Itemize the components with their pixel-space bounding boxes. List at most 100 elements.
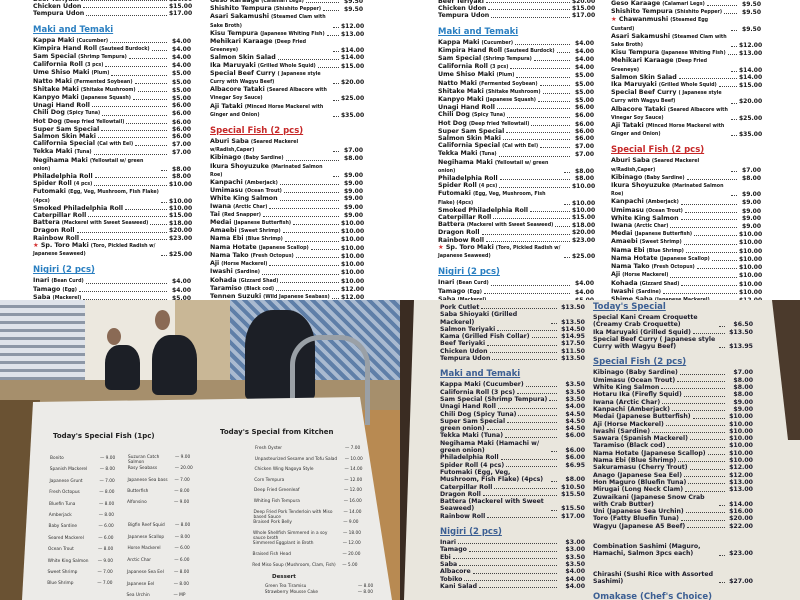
item-name: Corn Tempura: [254, 477, 285, 483]
item-name: Arctic Char: [127, 558, 151, 564]
menu-item: Super Sam Special $6.00: [33, 126, 191, 133]
menu-item: Shishito Tempura (Shishito Pepper) $9.50: [210, 5, 363, 13]
menu-item-description: (Egg, Veg, Mushroom, Fish Flake) (4pcs): [33, 190, 159, 204]
menu-item-text: Kanpyo Maki (Japanese Squash): [438, 96, 536, 104]
menu-item-price: $5.00: [572, 297, 594, 300]
dotted-leader: [493, 218, 570, 220]
menu-item: Sam Special (Shrimp Tempura) $4.00: [33, 53, 191, 61]
menu-item-price: $17.50: [561, 340, 585, 348]
menu-item-text: Sp. Toro Maki(Toro, Pickled Radish w/ Ja…: [438, 244, 562, 260]
menu-item-price: $15.00: [572, 5, 596, 13]
menu-item-name: Umimasu (Ocean Trout): [593, 376, 676, 384]
menu-item-price: $22.00: [729, 522, 753, 530]
menu-item-price: $10.00: [739, 288, 763, 296]
dotted-leader: [530, 211, 570, 213]
menu-item: Saba $3.50: [440, 561, 585, 568]
section-heading: Special Fish (2 pcs): [611, 145, 705, 156]
menu-item: Kama (Grilled Fish Collar) $14.95: [440, 333, 585, 340]
dotted-leader: [681, 284, 737, 286]
menu-item: Kohada (Gizzard Shad) $10.00: [210, 277, 364, 285]
dotted-leader: [85, 282, 167, 284]
menu-item-text: Geso Karaage (Calamari Legs): [611, 0, 705, 8]
dotted-leader: [531, 337, 557, 339]
menu-item: Amaebi (Sweet Shrimp) $10.00: [210, 227, 364, 235]
menu-item-name: Iwana (Arctic Char): [593, 398, 661, 406]
item-name: Deep Fried Pork Tenderloin with Miso bas…: [253, 509, 333, 520]
menu-item-text: Kappa Maki (Cucumber): [440, 381, 524, 388]
paper-menu: [22, 397, 392, 600]
menu-item: Beef Teriyaki $20.00: [438, 0, 595, 5]
menu-item-name: Saba: [33, 293, 51, 300]
menu-item-text: Hot Dog (Deep fried Yellowtail): [33, 118, 124, 126]
menu-item: Sam Special (Shrimp Tempura) $3.50: [440, 396, 585, 403]
menu-item-name: Pork Cutlet: [440, 304, 480, 311]
menu-item-name: Nama Tako: [611, 263, 650, 271]
menu-item-name: Ikura Shoyuzuke: [611, 182, 670, 190]
dotted-leader: [680, 203, 737, 205]
menu-item-name: Shishito Tempura: [611, 8, 673, 16]
menu-item-price: $4.00: [172, 54, 191, 62]
menu-item: Super Sam Special $6.00: [438, 128, 594, 135]
menu-item: Medai (Japanese Butterfish) $10.00: [593, 413, 753, 420]
menu-item-text: Kimpira Hand Roll (Sauteed Burdock): [33, 45, 150, 53]
menu-item: California Special (Cal with Eel) $7.00: [33, 140, 191, 148]
menu-item-name: Rainbow Roll: [33, 234, 80, 242]
menu-item-description: (Bean Curd): [51, 279, 84, 285]
dotted-leader: [125, 209, 167, 211]
menu-item-description: (Amberjack): [244, 181, 278, 187]
menu-item: Spider Roll (4 pcs) $6.95: [440, 462, 585, 469]
menu-item-name: Battera: [438, 221, 465, 229]
dotted-leader: [483, 292, 570, 294]
dotted-leader: [686, 179, 737, 181]
menu-item-price: $17.00: [169, 10, 193, 18]
menu-item-price: $25.00: [739, 114, 763, 122]
dotted-leader: [491, 16, 570, 18]
item-name: Seared Mackerel: [48, 535, 84, 541]
menu-item-text: Hon Maguro (Bluefin Tuna): [593, 479, 686, 486]
menu-item-price: $4.00: [575, 64, 594, 72]
menu-item-name: Iwana: [611, 222, 633, 230]
menu-item: Umimasu (Ocean Trout) $9.00: [611, 207, 761, 215]
menu-item-text: Uni (Japanese Sea Urchin): [593, 508, 684, 515]
menu-item-text: Rainbow Roll: [440, 513, 485, 520]
dotted-leader: [472, 572, 557, 574]
item-name: Alfonsino: [127, 500, 147, 506]
menu-item: Kimpira Hand Roll (Sauteed Burdock) $4.00: [33, 45, 191, 53]
menu-item-text: Philadelphia Roll: [438, 175, 498, 182]
menu-item-price: $10.00: [341, 244, 365, 252]
menu-item-price: $4.00: [172, 286, 191, 294]
menu-item-text: Chawanmushi(Steamed Egg Custard): [611, 16, 729, 32]
menu-item: Kappa Maki (Cucumber) $4.00: [33, 37, 191, 45]
photo-menu-item: Baby Sardine — 6.00: [49, 524, 114, 529]
dotted-leader: [731, 46, 737, 48]
menu-item-description: (Wild Japanese Seabass): [263, 294, 330, 300]
dotted-leader: [279, 199, 339, 201]
menu-item-price: $20.00: [169, 0, 192, 3]
dotted-leader: [151, 50, 167, 52]
menu-item-price: $6.50: [733, 321, 753, 329]
menu-item-price: $10.00: [169, 197, 193, 205]
menu-item-text: Futomaki (Egg, Veg, Mushroom, Fish Flake)…: [33, 188, 159, 204]
menu-item-text: Beef Teriyaki: [438, 0, 484, 5]
menu-item: Futomaki (Egg, Veg, Mushroom, Fish Flake)…: [33, 188, 193, 205]
menu-item-name: Combination Sashimi (Maguro, Hamachi, Sa…: [593, 543, 701, 558]
menu-item-name: Dragon Roll: [33, 227, 75, 235]
menu-item: Chicken Udon $15.00: [33, 3, 192, 10]
menu-item-name: Amaebi: [611, 238, 638, 246]
menu-item-name: Iwashi (Sardine): [593, 427, 651, 435]
dotted-leader: [83, 298, 167, 300]
menu-item-price: $15.00: [572, 214, 596, 222]
dotted-leader: [285, 159, 339, 161]
menu-item-text: Albacore: [440, 568, 471, 575]
dotted-leader: [665, 424, 725, 426]
menu-item-text: Iwana (Arctic Char): [210, 203, 267, 211]
dotted-leader: [333, 116, 339, 118]
menu-item: Salmon Skin Maki $6.00: [438, 135, 594, 142]
menu-item-name: Futomaki: [438, 190, 471, 198]
menu-item-text: Zuwaikani (Japanese Snow Crab with Crab …: [593, 494, 717, 509]
menu-item-description: (Seared Albacore with Vinegar Soy Sauce): [611, 107, 728, 121]
menu-item-price: $10.00: [729, 413, 753, 421]
menu-item-name: Nama Ebi (Blue Shrimp): [593, 457, 677, 465]
menu-item-price: $35.00: [739, 131, 763, 139]
menu-item-text: Iwashi (Sardine): [593, 428, 650, 435]
